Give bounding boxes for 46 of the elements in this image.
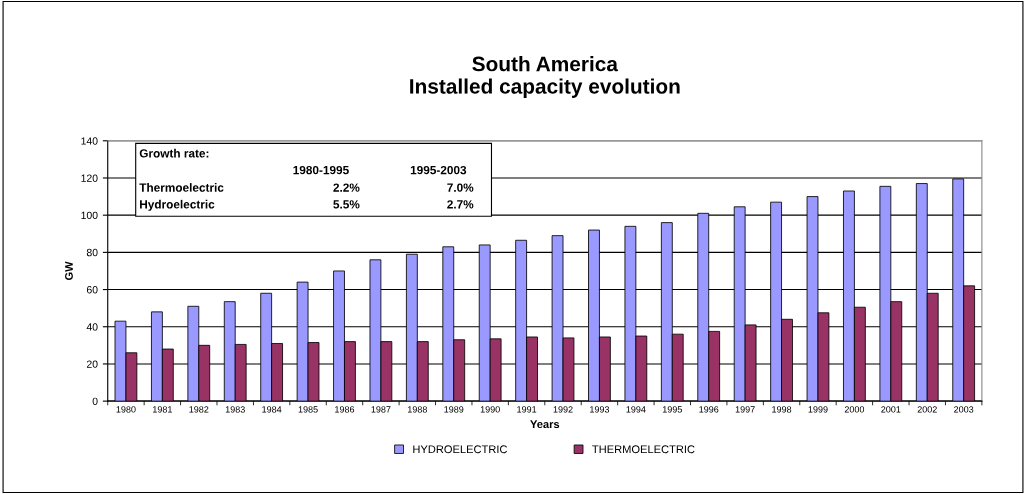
- legend-label: THERMOELECTRIC: [592, 445, 695, 454]
- y-tick-label: 20: [86, 360, 98, 368]
- x-tick-label: 1980: [116, 406, 136, 413]
- x-tick-label: 1998: [772, 406, 792, 413]
- annotation: 5.5%: [333, 200, 360, 209]
- chart-title: South America Installed capacity evolution: [410, 56, 680, 98]
- legend-label: HYDROELECTRIC: [413, 445, 508, 454]
- x-tick-label: 1982: [189, 406, 209, 413]
- annotation: Growth rate:: [139, 148, 209, 158]
- annotation: Hydroelectric: [140, 199, 215, 211]
- x-tick-label: 1981: [153, 406, 172, 413]
- y-tick-label: 100: [81, 211, 98, 220]
- x-tick-label: 1986: [335, 406, 355, 413]
- annotation: 1980-1995: [293, 165, 349, 175]
- x-tick-label: 1991: [517, 406, 537, 413]
- x-tick-label: 2001: [881, 406, 901, 413]
- x-tick-label: 1994: [626, 406, 646, 413]
- x-tick-label: 1987: [371, 406, 391, 413]
- x-tick-label: 1989: [444, 406, 464, 413]
- x-axis-title: Years: [530, 420, 560, 429]
- x-tick-label: 1999: [808, 406, 828, 413]
- annotation: Thermoelectric: [139, 183, 224, 192]
- x-tick-label: 2000: [844, 406, 865, 413]
- x-tick-label: 2002: [917, 406, 937, 413]
- y-tick-label: 120: [81, 174, 98, 182]
- y-tick-label: 140: [81, 137, 98, 145]
- x-tick-label: 1992: [553, 406, 573, 413]
- y-tick-label: 40: [86, 323, 98, 331]
- x-tick-label: 1984: [262, 406, 282, 413]
- annotation: 1995-2003: [410, 165, 467, 175]
- x-tick-label: 1988: [407, 406, 427, 413]
- annotation: 7.0%: [447, 183, 474, 192]
- x-tick-label: 1997: [735, 406, 755, 413]
- x-tick-label: 1993: [590, 406, 610, 413]
- y-tick-label: 60: [86, 286, 98, 294]
- annotation: 2.7%: [447, 200, 474, 209]
- x-tick-label: 2003: [954, 406, 974, 413]
- y-tick-label: 0: [92, 397, 98, 405]
- annotation: 2.2%: [333, 183, 360, 192]
- x-tick-label: 1996: [699, 406, 719, 413]
- y-tick-label: 80: [86, 248, 98, 257]
- x-tick-label: 1985: [298, 406, 318, 413]
- x-tick-label: 1990: [480, 406, 500, 413]
- x-tick-label: 1995: [662, 406, 682, 413]
- y-axis-title: GW: [65, 261, 73, 281]
- x-tick-label: 1983: [225, 406, 245, 413]
